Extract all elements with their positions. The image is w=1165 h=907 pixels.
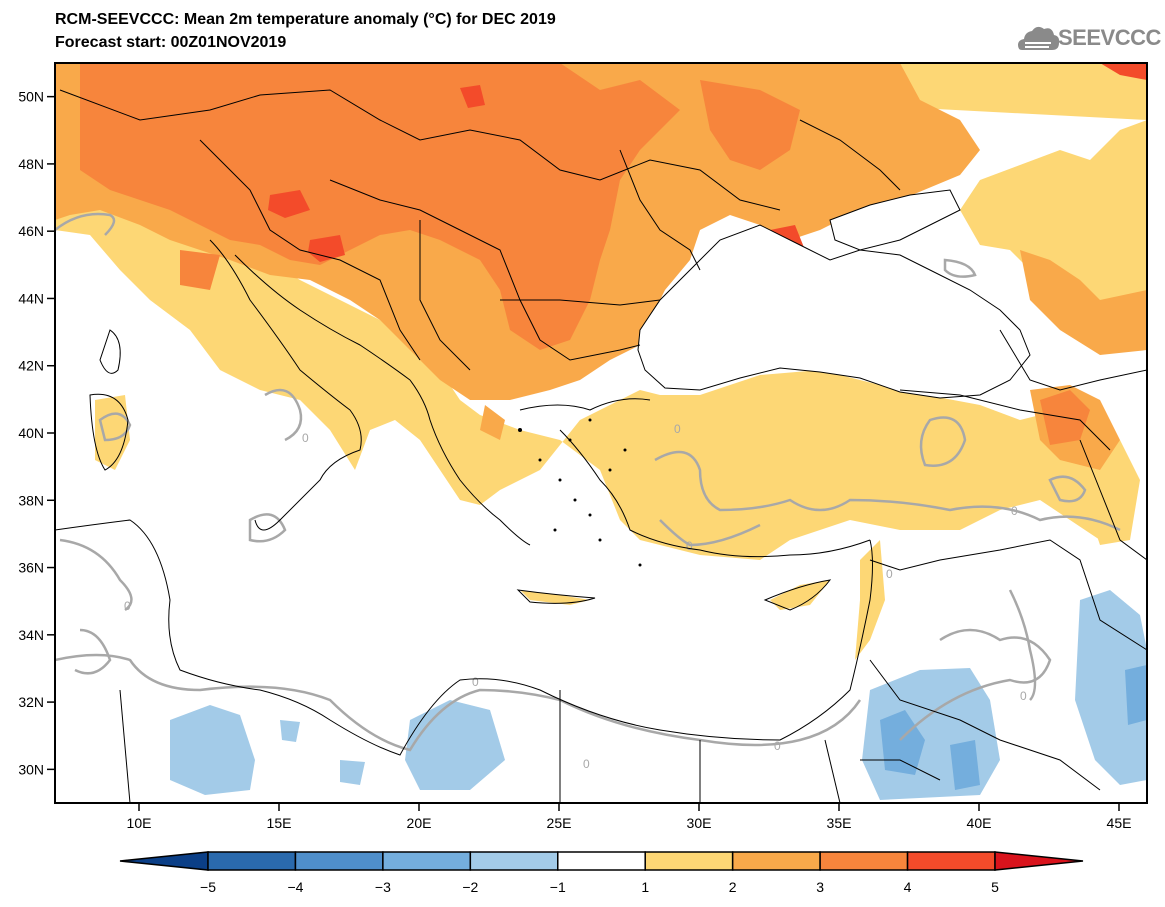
colorbar-label: −3 — [375, 879, 391, 895]
lat-tick-label: 46N — [18, 223, 44, 239]
zero-contours — [55, 212, 1121, 752]
lon-tick-label: 30E — [687, 815, 712, 831]
map-title: RCM-SEEVCCC: Mean 2m temperature anomaly… — [55, 11, 556, 28]
anomaly-band-1-2 — [55, 63, 1147, 660]
colorbar-swatch — [819, 851, 909, 871]
lat-tick-label: 38N — [18, 492, 44, 508]
contour-label: 0 — [774, 739, 781, 753]
lon-tick-label: 35E — [827, 815, 852, 831]
colorbar-label: 4 — [904, 879, 912, 895]
colorbar-swatch — [382, 851, 472, 871]
colorbar-label: −4 — [287, 879, 303, 895]
lon-tick-label: 15E — [267, 815, 292, 831]
lon-tick-label: 40E — [967, 815, 992, 831]
contour-label: 0 — [1020, 689, 1027, 703]
lon-tick-label: 45E — [1107, 815, 1132, 831]
lon-tick-label: 10E — [127, 815, 152, 831]
contour-label: 0 — [583, 757, 590, 771]
colorbar-swatch — [644, 851, 734, 871]
contour-label: 0 — [124, 599, 131, 613]
lat-tick-label: 36N — [18, 560, 44, 576]
lat-tick-label: 40N — [18, 425, 44, 441]
contour-label: 0 — [674, 422, 681, 436]
colorbar: −5 −4 −3 −2 −1 1 2 3 4 5 — [119, 851, 1084, 895]
aegean-islands — [518, 418, 642, 567]
lat-tick-label: 32N — [18, 694, 44, 710]
black-sea — [637, 224, 1031, 399]
cloud-icon — [1018, 26, 1060, 50]
contour-label: 0 — [1011, 504, 1018, 518]
colorbar-swatch — [906, 851, 996, 871]
contour-label: 0 — [686, 539, 693, 553]
lat-tick-label: 34N — [18, 627, 44, 643]
contour-label: 0 — [886, 567, 893, 581]
lat-tick-label: 48N — [18, 156, 44, 172]
colorbar-swatch — [469, 851, 559, 871]
brand-logo-text: SEEVCCC — [1058, 25, 1161, 50]
anomaly-band-3-4 — [80, 63, 1090, 445]
lon-tick-label: 20E — [407, 815, 432, 831]
colorbar-swatch — [557, 851, 646, 871]
map-field: 0 0 0 0 0 0 0 0 0 0 — [55, 63, 1147, 803]
contour-labels: 0 0 0 0 0 0 0 0 0 0 — [124, 422, 1027, 771]
colorbar-extend-low — [119, 851, 209, 871]
colorbar-label: −1 — [550, 879, 566, 895]
axis-ticks: 50N 48N 46N 44N 42N 40N 38N 36N 34N 32N 30N 10E 15E 2… — [18, 89, 1131, 831]
colorbar-swatch — [294, 851, 384, 871]
azov-sea — [829, 189, 961, 251]
lat-tick-label: 44N — [18, 290, 44, 306]
colorbar-label: 5 — [991, 879, 999, 895]
colorbar-label: 1 — [641, 879, 649, 895]
colorbar-swatch — [731, 851, 821, 871]
lat-tick-label: 50N — [18, 89, 44, 105]
colorbar-label: 2 — [729, 879, 737, 895]
lon-tick-label: 25E — [547, 815, 572, 831]
colorbar-swatch — [207, 851, 297, 871]
colorbar-extend-high — [994, 851, 1084, 871]
lat-tick-label: 30N — [18, 761, 44, 777]
colorbar-label: −2 — [462, 879, 478, 895]
colorbar-label: −5 — [200, 879, 216, 895]
lat-tick-label: 42N — [18, 358, 44, 374]
forecast-start-label: Forecast start: 00Z01NOV2019 — [55, 34, 287, 51]
contour-label: 0 — [302, 431, 309, 445]
coastlines-and-borders — [55, 89, 1147, 803]
contour-label: 0 — [472, 675, 479, 689]
colorbar-label: 3 — [816, 879, 824, 895]
